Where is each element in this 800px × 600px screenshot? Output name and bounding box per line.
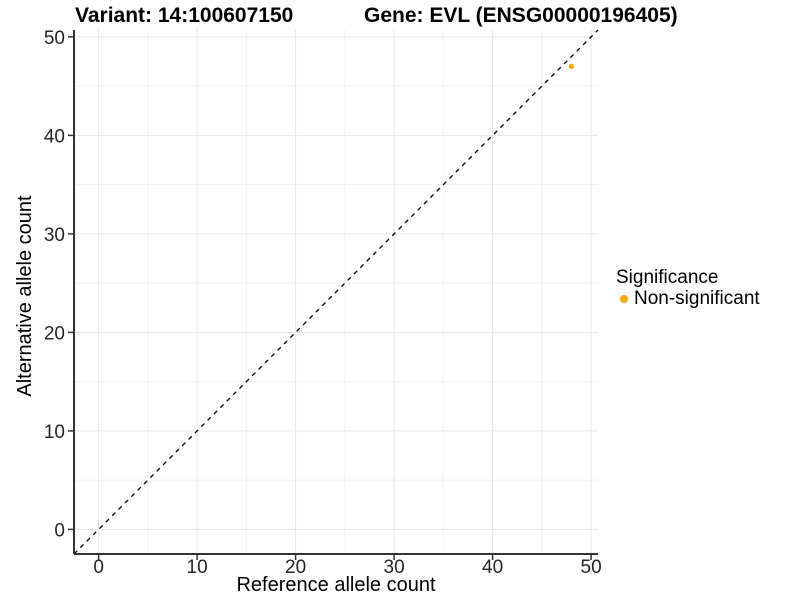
legend-dot-icon [619, 295, 628, 303]
legend-point-icon [616, 292, 631, 307]
legend-title: Significance [616, 267, 719, 288]
y-axis-label: Alternative allele count [14, 195, 36, 397]
x-tick-label: 0 [93, 557, 104, 578]
y-tick-label: 50 [44, 28, 65, 49]
x-tick-label: 40 [482, 557, 503, 578]
x-tick-label: 10 [187, 557, 208, 578]
legend: Significance Non-significant [616, 267, 760, 310]
x-tick-label: 20 [285, 557, 306, 578]
y-tick-label: 30 [44, 225, 65, 246]
variant-title: Variant: 14:100607150 [75, 4, 294, 27]
legend-item-non-significant: Non-significant [616, 288, 760, 309]
gene-title: Gene: EVL (ENSG00000196405) [364, 4, 678, 27]
identity-line [73, 29, 599, 555]
data-point [568, 63, 575, 70]
y-tick-label: 20 [44, 323, 65, 344]
y-tick-label: 0 [54, 520, 65, 541]
y-tick-label: 10 [44, 422, 65, 443]
x-tick-label: 30 [384, 557, 405, 578]
legend-item-label: Non-significant [634, 288, 760, 309]
x-axis-label: Reference allele count [236, 574, 436, 596]
x-tick-label: 50 [581, 557, 602, 578]
y-tick-label: 40 [44, 126, 65, 147]
